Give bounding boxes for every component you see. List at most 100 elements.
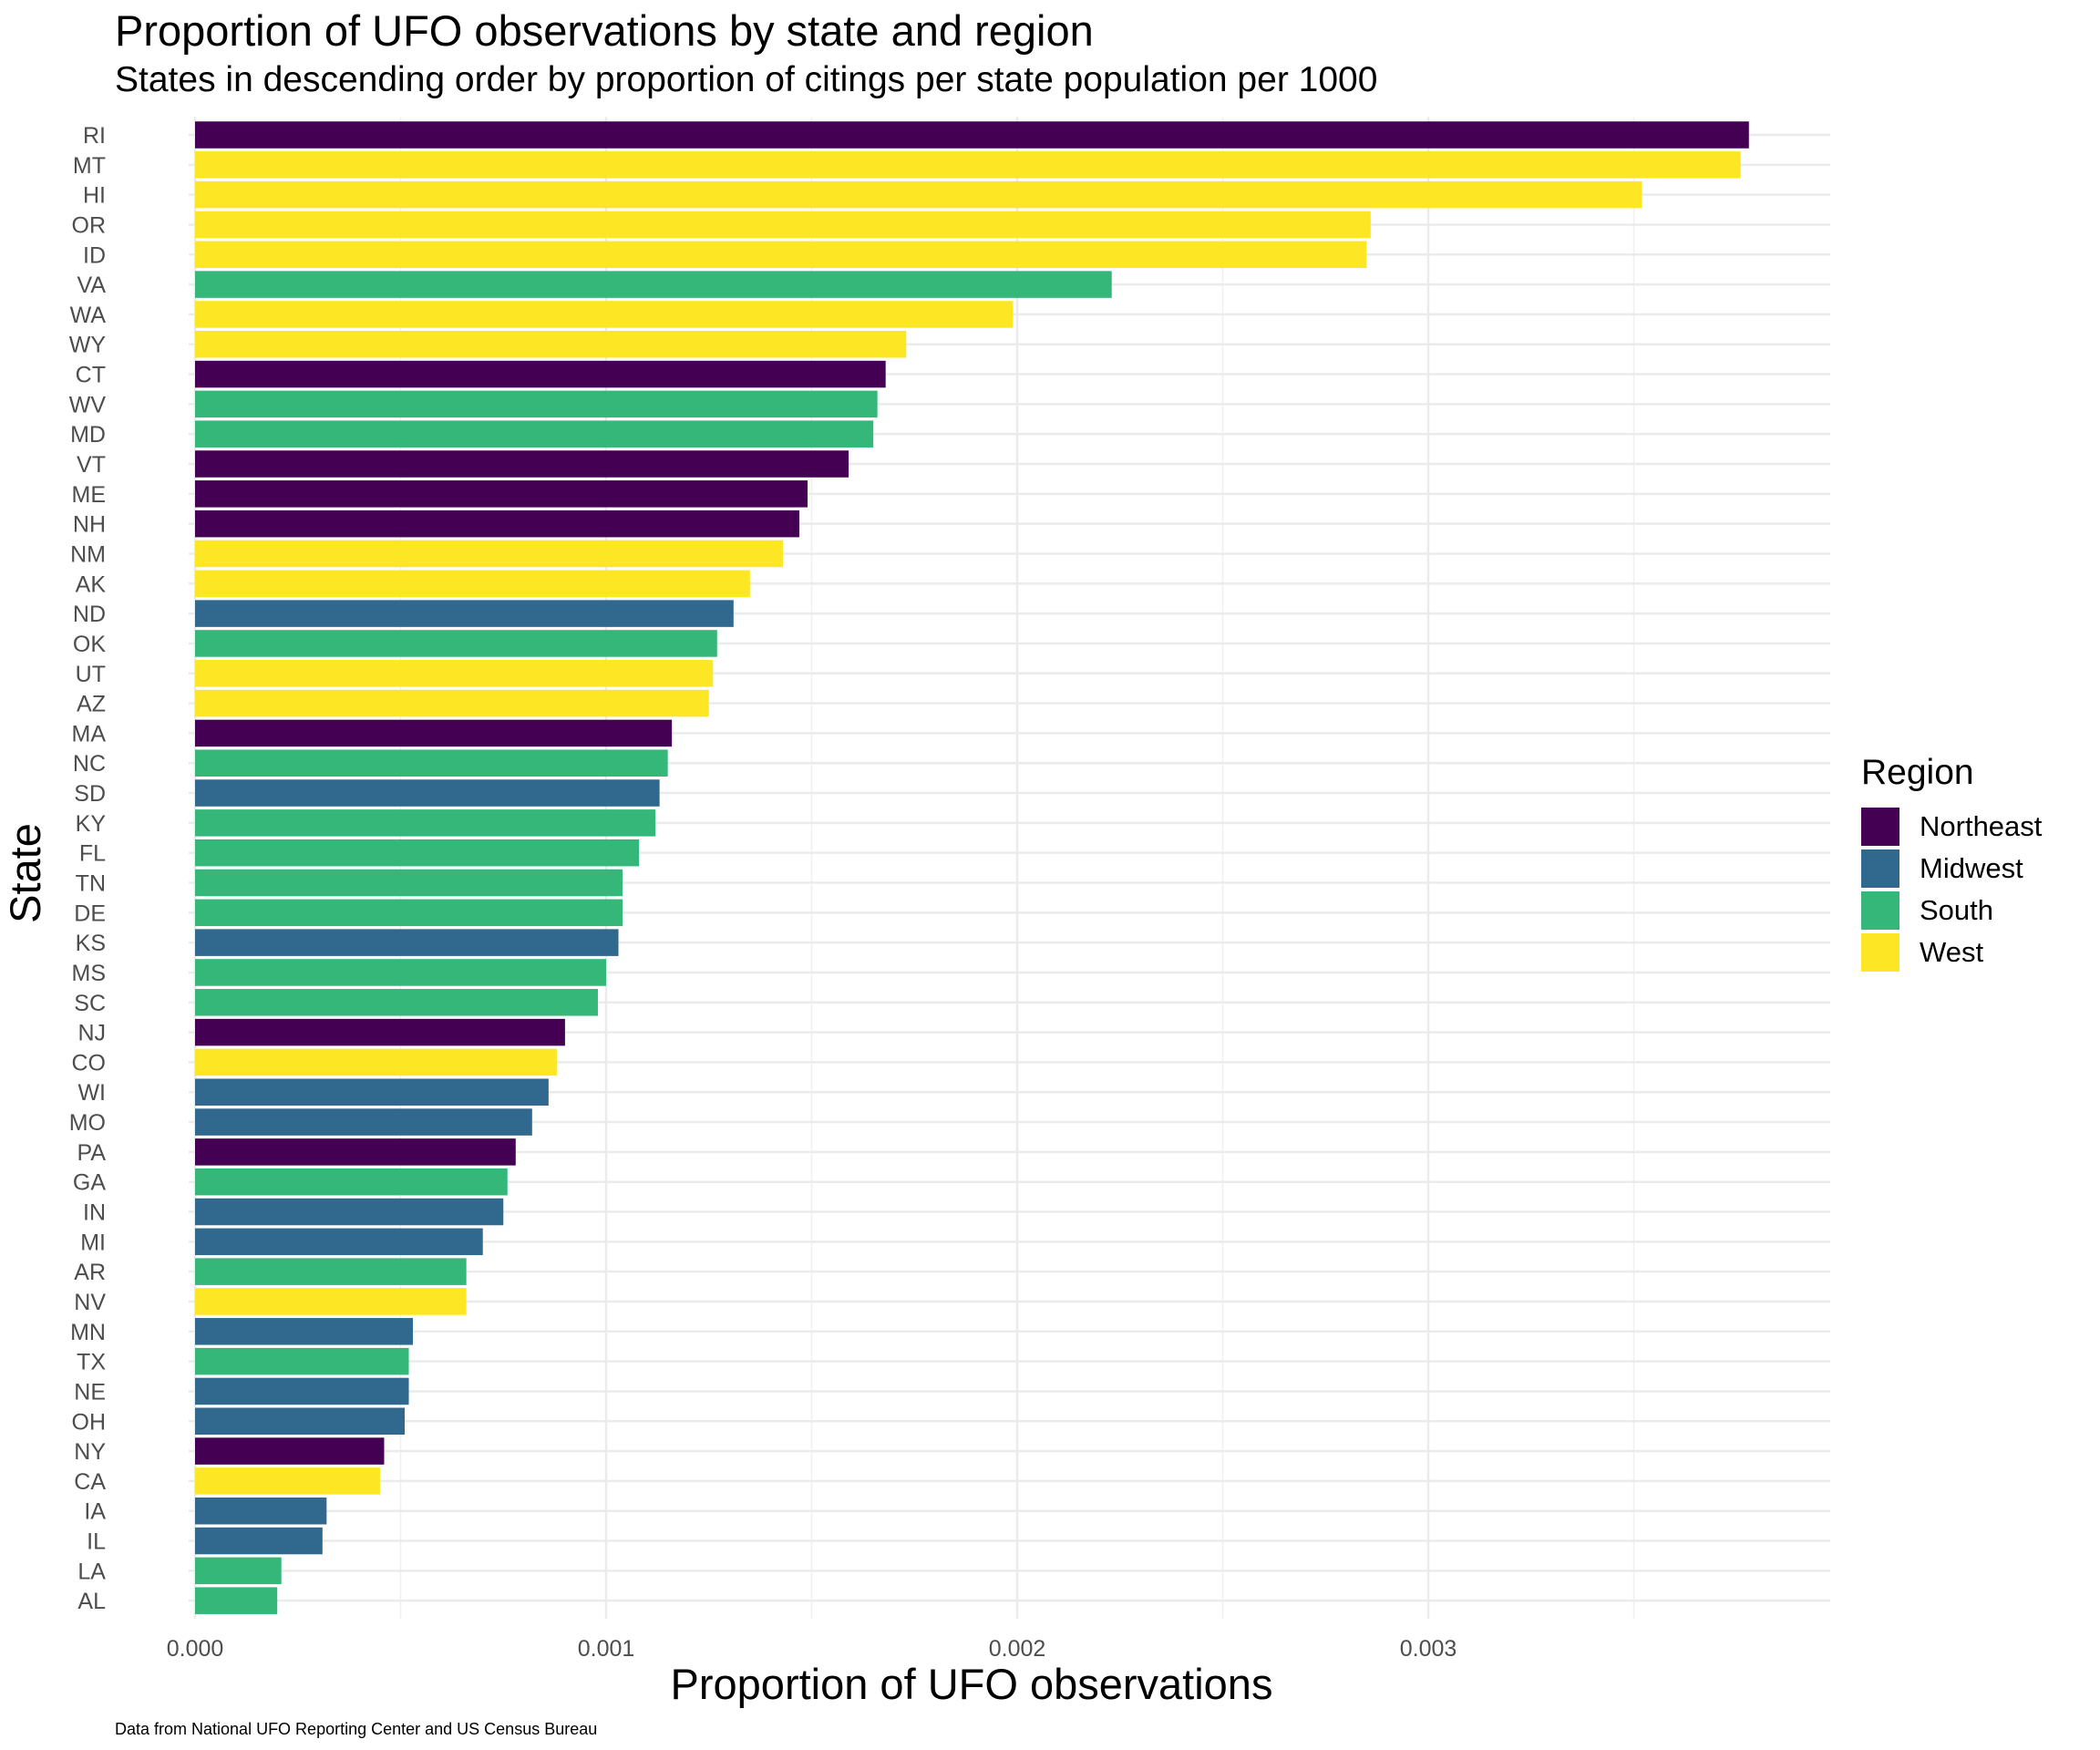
y-tick-label: AK <box>76 571 107 597</box>
bar-mi <box>195 1228 483 1256</box>
y-tick-label: DE <box>74 901 106 926</box>
bar-nv <box>195 1288 467 1315</box>
y-tick-label: NC <box>73 751 106 777</box>
y-tick-label: CT <box>76 363 106 388</box>
y-tick-label: ID <box>83 242 106 268</box>
y-tick-label: AL <box>77 1589 106 1614</box>
x-tick-label: 0.003 <box>1400 1636 1457 1662</box>
y-tick-label: TX <box>77 1350 106 1375</box>
legend-label: Midwest <box>1920 852 2023 884</box>
y-tick-label: OR <box>72 212 107 238</box>
legend-item-south: South <box>1861 890 2042 932</box>
y-tick-label: CO <box>72 1050 107 1076</box>
legend-item-midwest: Midwest <box>1861 848 2042 890</box>
y-tick-label: HI <box>83 183 106 209</box>
bar-nc <box>195 749 668 777</box>
bar-il <box>195 1527 323 1555</box>
bar-ak <box>195 570 750 598</box>
y-tick-label: MN <box>70 1320 106 1345</box>
legend-key-south <box>1861 891 1899 930</box>
bar-co <box>195 1048 557 1076</box>
legend-title: Region <box>1861 753 1974 792</box>
bar-ok <box>195 630 717 657</box>
legend-key-midwest <box>1861 849 1899 888</box>
bar-ct <box>195 360 886 388</box>
y-tick-label: MD <box>70 422 106 448</box>
y-tick-label: MI <box>80 1230 106 1255</box>
x-axis-ticks: 0.000 0.001 0.002 0.003 <box>167 1636 1457 1662</box>
y-tick-label: RI <box>83 123 106 149</box>
y-tick-label: SD <box>74 781 106 807</box>
y-tick-label: ND <box>73 602 106 627</box>
y-tick-label: CA <box>74 1469 106 1495</box>
bar-vt <box>195 450 849 478</box>
bar-de <box>195 899 623 927</box>
bar-hi <box>195 180 1642 209</box>
legend-label: Northeast <box>1920 810 2043 842</box>
y-tick-label: NM <box>70 541 106 567</box>
bar-ga <box>195 1168 508 1196</box>
y-tick-label: PA <box>77 1140 107 1166</box>
bar-az <box>195 689 709 717</box>
x-tick-label: 0.002 <box>989 1636 1046 1662</box>
bar-ms <box>195 959 606 986</box>
bar-ma <box>195 719 673 747</box>
y-tick-label: IA <box>84 1499 106 1525</box>
bar-nj <box>195 1018 565 1046</box>
legend-item-northeast: Northeast <box>1861 806 2042 848</box>
y-tick-label: NY <box>74 1439 106 1465</box>
y-tick-label: IL <box>87 1529 106 1555</box>
bar-pa <box>195 1138 516 1166</box>
bar-ky <box>195 809 656 837</box>
y-tick-label: KS <box>76 931 106 956</box>
bar-oh <box>195 1407 406 1436</box>
y-tick-label: MS <box>72 961 107 986</box>
bar-series <box>195 121 1749 1614</box>
legend-key-northeast <box>1861 808 1899 846</box>
y-tick-label: LA <box>77 1559 106 1584</box>
legend-label: South <box>1920 894 1994 926</box>
y-tick-label: WY <box>69 333 107 358</box>
y-tick-label: AZ <box>77 692 106 717</box>
bar-in <box>195 1198 504 1226</box>
bar-la <box>195 1557 282 1585</box>
y-tick-label: NJ <box>77 1021 106 1046</box>
legend-item-west: West <box>1861 932 2042 973</box>
bar-nh <box>195 510 799 538</box>
bar-mt <box>195 151 1741 179</box>
y-tick-label: WI <box>77 1080 106 1106</box>
bar-md <box>195 420 874 448</box>
bar-tx <box>195 1347 409 1375</box>
bar-ny <box>195 1437 385 1465</box>
bar-tn <box>195 869 623 897</box>
legend-key-west <box>1861 933 1899 972</box>
y-tick-label: TN <box>76 871 106 897</box>
y-tick-label: VT <box>77 452 106 478</box>
bar-ks <box>195 929 619 956</box>
y-tick-label: FL <box>79 841 106 867</box>
bar-wy <box>195 330 907 358</box>
y-tick-label: GA <box>73 1170 106 1196</box>
bar-sc <box>195 989 598 1016</box>
y-tick-label: NH <box>73 512 106 538</box>
bar-va <box>195 271 1112 298</box>
y-tick-label: SC <box>74 991 106 1016</box>
y-axis-ticks: RI MT HI OR ID VA WA WY CT WV MD VT ME NH NM AK ND OK UT AZ… <box>69 123 107 1614</box>
y-tick-label: WV <box>69 392 107 417</box>
bar-wa <box>195 301 1014 328</box>
bar-ut <box>195 660 714 687</box>
y-tick-label: MT <box>73 153 106 179</box>
y-tick-label: OK <box>73 632 106 657</box>
y-tick-label: VA <box>77 273 107 298</box>
bar-wi <box>195 1078 549 1106</box>
bar-id <box>195 241 1367 269</box>
bar-fl <box>195 839 640 867</box>
bar-wv <box>195 390 878 418</box>
bar-ne <box>195 1377 409 1405</box>
y-tick-label: ME <box>72 482 107 508</box>
y-tick-label: NV <box>74 1290 106 1315</box>
chart-caption: Data from National UFO Reporting Center … <box>115 1720 598 1738</box>
bar-ri <box>195 121 1749 149</box>
bar-me <box>195 480 808 508</box>
